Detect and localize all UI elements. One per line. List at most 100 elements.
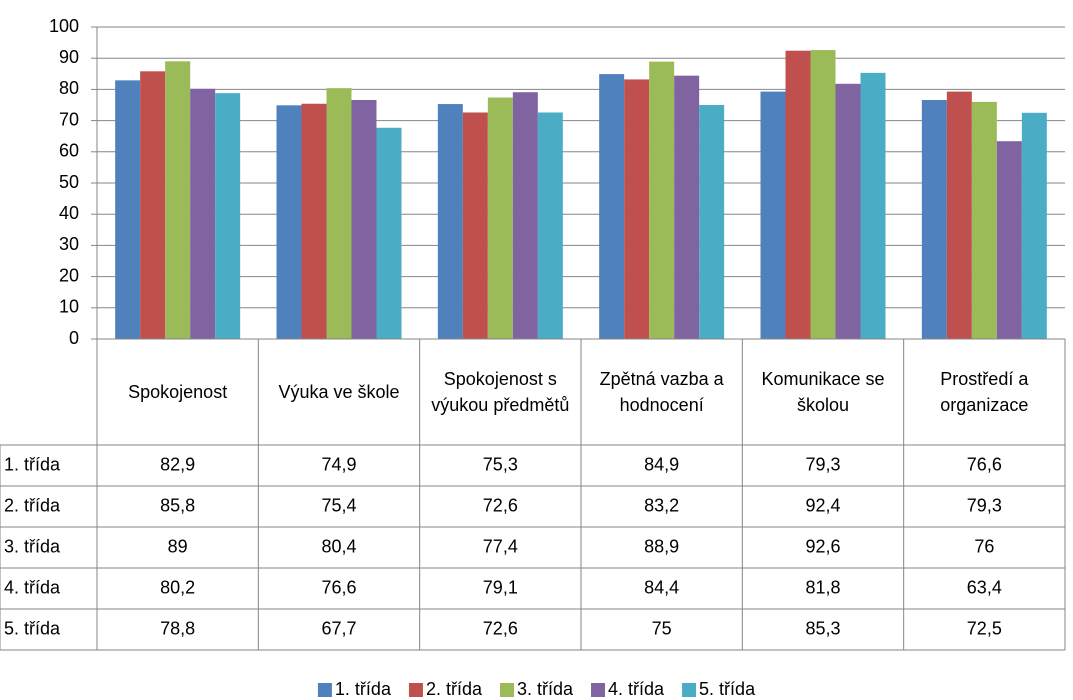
legend-swatch (499, 683, 514, 697)
bar (599, 74, 625, 339)
legend-swatch (591, 683, 606, 697)
category-cell: Prostředí a organizace (940, 369, 1029, 415)
bar (115, 80, 141, 340)
table-value: 76,6 (967, 454, 1002, 474)
y-tick-label: 90 (59, 47, 79, 67)
legend-label: 1. třída (335, 679, 392, 699)
category-cell: Výuka ve škole (278, 382, 400, 402)
row-label: 5. třída (4, 618, 61, 638)
bar (946, 91, 972, 339)
bar (326, 88, 352, 339)
bar (860, 72, 886, 339)
bar (699, 105, 725, 339)
bar (437, 104, 463, 340)
y-tick-label: 50 (59, 172, 79, 192)
row-label: 2. třída (4, 495, 61, 515)
bar (512, 92, 538, 339)
row-label: 3. třída (4, 536, 61, 556)
table-value: 92,6 (805, 536, 840, 556)
legend-swatch (682, 683, 697, 697)
row-label: 1. třída (4, 454, 61, 474)
y-tick-label: 80 (59, 78, 79, 98)
bar (785, 50, 811, 339)
table-value: 79,3 (967, 495, 1002, 515)
table-value: 72,6 (483, 618, 518, 638)
table-value: 77,4 (483, 536, 518, 556)
y-tick-label: 10 (59, 297, 79, 317)
legend: 1. třída 2. třída 3. třída 4. třída 5. třída (317, 679, 756, 699)
bar (215, 93, 241, 339)
legend-label: 2. třída (426, 679, 483, 699)
x-tick-label: Spokojenost s výukou předmětů (431, 369, 570, 415)
table-value: 80,4 (321, 536, 356, 556)
bar (674, 75, 700, 339)
row-label: 4. třída (4, 577, 61, 597)
table-value: 84,9 (644, 454, 679, 474)
table-value: 81,8 (805, 577, 840, 597)
legend-label: 4. třída (608, 679, 665, 699)
table-value: 75 (652, 618, 672, 638)
table-value: 85,3 (805, 618, 840, 638)
bar (810, 50, 836, 339)
table-value: 74,9 (321, 454, 356, 474)
table-value: 83,2 (644, 495, 679, 515)
table-value: 79,3 (805, 454, 840, 474)
y-tick-label: 70 (59, 109, 79, 129)
bar (140, 71, 166, 339)
table-value: 85,8 (160, 495, 195, 515)
table-value: 72,6 (483, 495, 518, 515)
table-value: 92,4 (805, 495, 840, 515)
bar (971, 101, 997, 339)
legend-swatch (317, 683, 332, 697)
bar (462, 112, 488, 339)
y-tick-label: 100 (49, 16, 79, 36)
legend-label: 3. třída (517, 679, 574, 699)
x-tick-label: Výuka ve škole (278, 382, 400, 402)
legend-label: 5. třída (699, 679, 756, 699)
bar (921, 100, 947, 340)
bar (165, 61, 191, 339)
table-value: 79,1 (483, 577, 518, 597)
y-tick-label: 40 (59, 203, 79, 223)
bar (376, 127, 402, 339)
table-value: 80,2 (160, 577, 195, 597)
bar (1021, 112, 1047, 339)
table-value: 75,3 (483, 454, 518, 474)
table-value: 84,4 (644, 577, 679, 597)
bar (996, 141, 1022, 339)
x-tick-label: Komunikace se školou (761, 369, 885, 415)
bar (487, 97, 513, 340)
table-value: 72,5 (967, 618, 1002, 638)
table-value: 88,9 (644, 536, 679, 556)
table-value: 63,4 (967, 577, 1002, 597)
category-cell: Spokojenost s výukou předmětů (431, 369, 570, 415)
bar (760, 91, 786, 339)
y-tick-label: 20 (59, 265, 79, 285)
table-value: 82,9 (160, 454, 195, 474)
x-tick-label: Zpětná vazba a hodnocení (599, 369, 724, 415)
table-value: 75,4 (321, 495, 356, 515)
category-cell: Komunikace se školou (761, 369, 885, 415)
x-tick-label: Spokojenost (128, 382, 228, 402)
legend-swatch (408, 683, 423, 697)
table-value: 78,8 (160, 618, 195, 638)
bar (351, 100, 377, 340)
bar (649, 61, 675, 340)
bar (301, 103, 327, 339)
table-value: 89 (168, 536, 188, 556)
y-tick-label: 60 (59, 141, 79, 161)
x-tick-label: Prostředí a organizace (940, 369, 1029, 415)
bar (624, 79, 650, 339)
y-tick-label: 30 (59, 234, 79, 254)
table-value: 76,6 (321, 577, 356, 597)
y-tick-label: 0 (69, 328, 79, 348)
table-value: 76 (974, 536, 994, 556)
bar (276, 105, 302, 339)
category-cell: Spokojenost (128, 382, 228, 402)
bar (190, 88, 216, 339)
bar (835, 83, 861, 339)
category-cell: Zpětná vazba a hodnocení (599, 369, 724, 415)
table-value: 67,7 (321, 618, 356, 638)
bar (537, 112, 563, 339)
